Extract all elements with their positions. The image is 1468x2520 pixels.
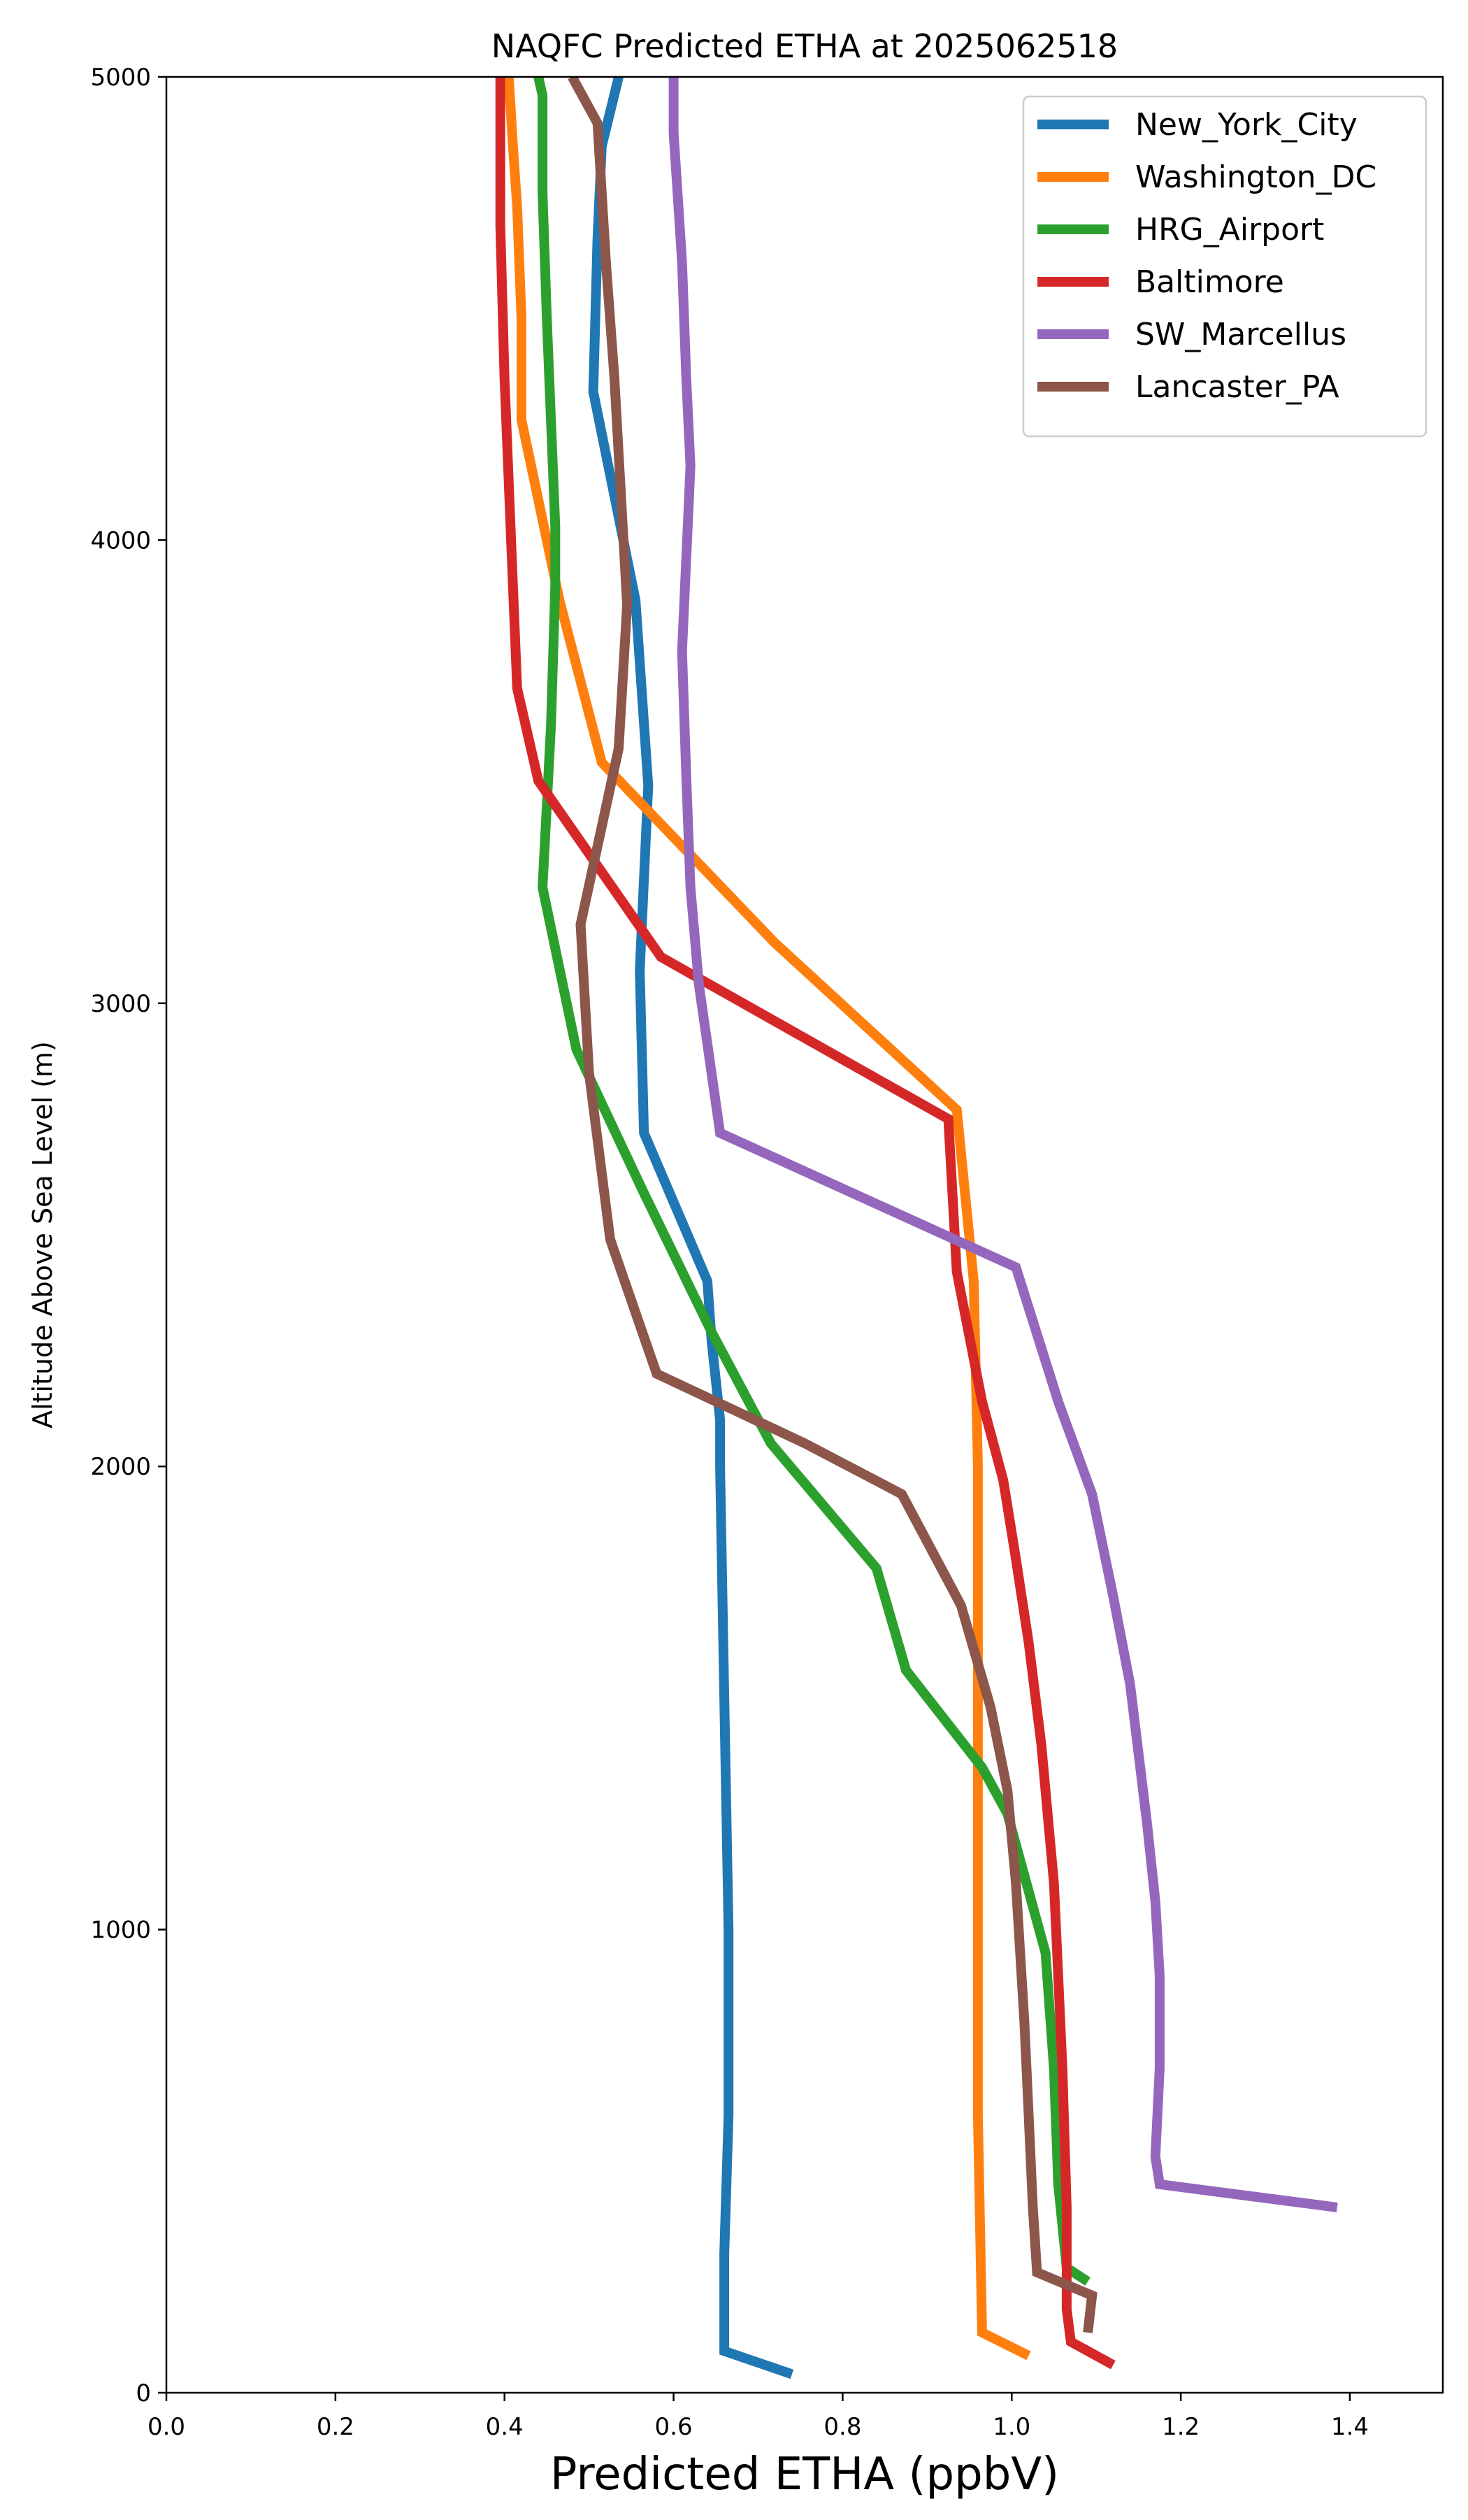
legend-label: Baltimore	[1135, 264, 1284, 300]
x-tick-label: 1.0	[993, 2413, 1030, 2441]
x-tick-label: 0.4	[486, 2413, 524, 2441]
legend-label: HRG_Airport	[1135, 212, 1324, 248]
legend-label: SW_Marcellus	[1135, 317, 1346, 352]
x-tick-label: 0.0	[147, 2413, 185, 2441]
legend-label: New_York_City	[1135, 107, 1358, 143]
x-tick-label: 0.8	[823, 2413, 861, 2441]
series-line-hrg-airport	[533, 77, 1091, 2286]
y-axis-label: Altitude Above Sea Level (m)	[27, 1041, 58, 1429]
x-tick-label: 0.6	[655, 2413, 693, 2441]
series-line-lancaster-pa	[568, 77, 1098, 2333]
chart-title: NAQFC Predicted ETHA at 2025062518	[491, 27, 1118, 65]
y-tick-label: 3000	[90, 990, 151, 1018]
x-tick-label: 1.4	[1331, 2413, 1369, 2441]
y-axis: 0 1000 2000 3000 4000 5000	[90, 64, 166, 2407]
legend-label: Lancaster_PA	[1135, 369, 1339, 405]
series-line-washington-dc	[503, 77, 1031, 2361]
y-tick-label: 1000	[90, 1917, 151, 1945]
plot-frame	[165, 76, 1444, 2394]
y-tick-label: 5000	[90, 64, 151, 92]
x-tick-label: 0.2	[317, 2413, 354, 2441]
legend-label: Washington_DC	[1135, 159, 1376, 195]
y-tick-label: 2000	[90, 1453, 151, 1481]
y-tick-label: 0	[136, 2379, 151, 2407]
legend: New_York_City Washington_DC HRG_Airport Bal…	[1022, 95, 1427, 438]
x-axis: 0.0 0.2 0.4 0.6 0.8 1.0 1.2 1.4	[147, 2393, 1369, 2441]
x-tick-label: 1.2	[1162, 2413, 1200, 2441]
series-line-sw-marcellus	[668, 77, 1338, 2212]
legend-box	[1022, 95, 1427, 438]
plot-series-group	[495, 77, 1338, 2379]
series-line-new-york-city	[588, 77, 794, 2379]
series-line-baltimore	[495, 77, 1116, 2370]
x-axis-label: Predicted ETHA (ppbV)	[550, 2449, 1059, 2500]
y-tick-label: 4000	[90, 527, 151, 554]
